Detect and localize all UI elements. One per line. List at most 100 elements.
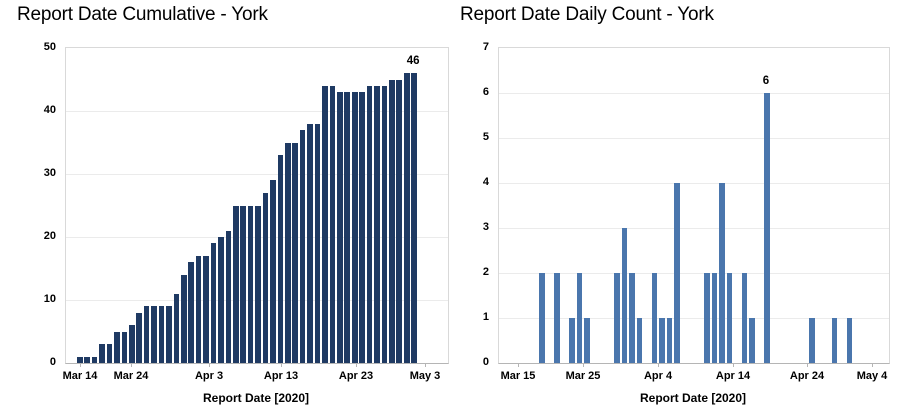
bar — [136, 312, 143, 363]
daily-chart-title: Report Date Daily Count - York — [460, 4, 714, 25]
bar — [396, 79, 403, 363]
bar — [329, 85, 336, 363]
cumulative-x-axis-title: Report Date [2020] — [202, 391, 310, 405]
x-tick-mark — [658, 363, 659, 367]
y-tick-label: 1 — [482, 311, 489, 323]
bar-value-label: 6 — [762, 75, 770, 87]
bar — [188, 262, 195, 363]
bar — [831, 318, 838, 363]
bar — [846, 318, 853, 363]
x-tick-mark — [281, 363, 282, 367]
y-tick-label: 0 — [482, 356, 489, 368]
bar — [233, 205, 239, 363]
bar — [359, 92, 365, 363]
bar — [203, 255, 209, 363]
x-tick-label: Apr 3 — [194, 370, 224, 382]
bar — [711, 273, 718, 363]
bar — [659, 318, 665, 363]
y-tick-label: 40 — [43, 104, 56, 116]
bar — [674, 183, 680, 363]
bar — [636, 318, 643, 363]
x-tick-label: Mar 14 — [62, 370, 98, 382]
bar — [166, 306, 172, 363]
bar — [741, 273, 748, 363]
x-tick-label: Mar 24 — [113, 370, 149, 382]
y-tick-label: 4 — [482, 176, 489, 188]
bar — [726, 273, 733, 363]
cumulative-chart-plot-area — [65, 47, 449, 364]
bar — [195, 255, 202, 363]
x-tick-mark — [518, 363, 519, 367]
bar — [719, 183, 725, 363]
y-tick-label: 5 — [482, 131, 489, 143]
x-tick-mark — [131, 363, 132, 367]
bar — [129, 325, 135, 363]
gridline — [499, 93, 889, 94]
bar — [629, 273, 635, 363]
bar — [809, 318, 815, 363]
daily-x-axis-title: Report Date [2020] — [639, 391, 747, 405]
bar — [121, 331, 128, 363]
x-tick-label: May 3 — [409, 370, 441, 382]
bar — [158, 306, 165, 363]
bar — [270, 180, 276, 363]
y-tick-label: 7 — [482, 41, 489, 53]
x-tick-label: Apr 4 — [643, 370, 673, 382]
bar — [143, 306, 150, 363]
bar — [210, 243, 217, 363]
bar — [151, 306, 157, 363]
bar — [344, 92, 351, 363]
bar — [173, 293, 180, 363]
bar — [374, 85, 380, 363]
bar — [225, 230, 232, 363]
bar — [99, 344, 105, 363]
x-tick-label: Apr 23 — [338, 370, 374, 382]
y-tick-label: 0 — [49, 356, 56, 368]
gridline — [499, 183, 889, 184]
gridline — [499, 138, 889, 139]
x-tick-label: Apr 13 — [263, 370, 299, 382]
x-tick-mark — [425, 363, 426, 367]
bar — [569, 318, 575, 363]
y-tick-label: 2 — [482, 266, 489, 278]
bar — [285, 142, 291, 363]
bar — [307, 123, 313, 363]
bar — [381, 85, 388, 363]
y-tick-label: 6 — [482, 86, 489, 98]
bar — [262, 192, 269, 363]
bar — [240, 205, 247, 363]
gridline — [66, 174, 448, 175]
x-tick-label: Mar 15 — [500, 370, 536, 382]
bar — [539, 273, 545, 363]
x-tick-mark — [356, 363, 357, 367]
bar — [576, 273, 583, 363]
bar — [77, 356, 83, 363]
gridline — [499, 228, 889, 229]
bar — [322, 85, 328, 363]
bar — [351, 92, 358, 363]
bar — [114, 331, 120, 363]
bar — [218, 237, 224, 363]
daily-chart-plot-area — [498, 47, 890, 364]
x-tick-mark — [807, 363, 808, 367]
bar — [277, 155, 284, 363]
y-tick-label: 20 — [43, 230, 56, 242]
bar — [255, 205, 261, 363]
y-tick-label: 10 — [43, 293, 56, 305]
bar — [749, 318, 755, 363]
x-tick-mark — [733, 363, 734, 367]
y-tick-label: 50 — [43, 41, 56, 53]
bar — [666, 318, 673, 363]
gridline — [66, 111, 448, 112]
bar-value-label: 46 — [406, 55, 420, 68]
bar — [389, 79, 395, 363]
bar — [84, 356, 91, 363]
bar — [299, 129, 306, 363]
gridline — [499, 318, 889, 319]
bar — [554, 273, 560, 363]
bar — [314, 123, 321, 363]
bar — [614, 273, 620, 363]
gridline — [499, 273, 889, 274]
y-tick-label: 30 — [43, 167, 56, 179]
